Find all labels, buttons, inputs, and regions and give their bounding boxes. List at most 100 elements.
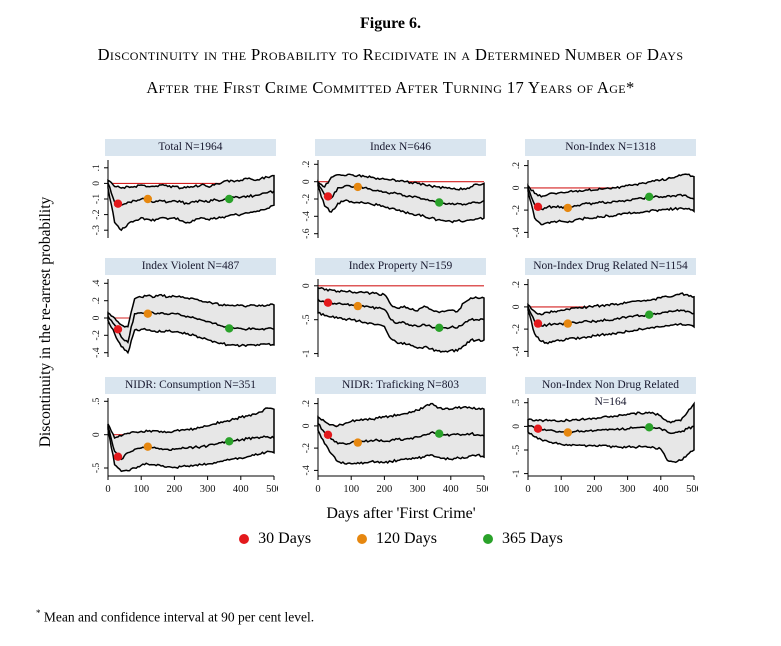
svg-text:300: 300 <box>200 484 216 495</box>
red-dot-icon <box>239 534 250 544</box>
marker-dot-120-days <box>143 309 152 318</box>
svg-text:0: 0 <box>302 179 312 184</box>
mean-line <box>107 183 275 207</box>
panel-plot: .2 0 -.2 -.4 <box>512 160 695 238</box>
svg-text:.1: .1 <box>92 164 102 171</box>
svg-text:0: 0 <box>105 484 110 495</box>
legend-label: 120 Days <box>376 530 437 547</box>
svg-text:-1: -1 <box>302 349 312 357</box>
svg-text:400: 400 <box>653 484 669 495</box>
svg-text:-.4: -.4 <box>512 227 522 238</box>
svg-text:-.2: -.2 <box>512 205 522 216</box>
green-dot-icon <box>482 534 493 544</box>
panel-plot: .20-.2-.40100200300400500 <box>302 398 488 495</box>
marker-dot-120-days <box>563 203 572 213</box>
marker-dot-30-days <box>533 319 543 328</box>
legend: 30 Days 120 Days 365 Days <box>108 530 694 548</box>
svg-text:-.2: -.2 <box>92 330 102 341</box>
svg-text:-.5: -.5 <box>92 463 102 474</box>
legend-label: 30 Days <box>258 530 312 547</box>
marker-dot-30-days <box>323 430 333 439</box>
svg-text:-.4: -.4 <box>512 346 522 357</box>
panel-plot: 0 -.5 -1 <box>302 279 485 358</box>
svg-text:0: 0 <box>512 424 522 429</box>
svg-text:200: 200 <box>587 484 603 495</box>
marker-dot-365-days <box>645 192 654 201</box>
panel-5: Index Property N=159 0 -.5 -1 <box>288 258 488 367</box>
svg-text:0: 0 <box>525 484 530 495</box>
x-ticks: 0 100 200 300 400 500 <box>525 476 698 495</box>
x-axis-label: Days after 'First Crime' <box>326 505 476 522</box>
y-ticks: .2 0 -.2 -.4 <box>302 400 318 476</box>
legend-item-30-days: 30 Days <box>239 530 311 548</box>
y-ticks: .5 0 -.5 <box>92 397 108 473</box>
x-ticks: 0 100 200 300 400 500 <box>105 476 278 495</box>
marker-dot-365-days <box>225 437 234 446</box>
svg-text:.2: .2 <box>512 281 522 288</box>
marker-dot-365-days <box>225 324 234 333</box>
svg-text:0: 0 <box>92 181 102 186</box>
y-ticks: .2 0 -.2 -.4 <box>512 162 528 238</box>
svg-text:0: 0 <box>512 185 522 190</box>
svg-text:-.4: -.4 <box>302 211 312 222</box>
panel-1: Total N=1964 .1 0 -.1 -.2 -.3 <box>78 139 278 248</box>
svg-text:0: 0 <box>302 283 312 288</box>
panel-plot: .1 0 -.1 -.2 -.3 <box>92 160 275 238</box>
marker-dot-365-days <box>435 198 444 207</box>
svg-text:-.2: -.2 <box>92 209 102 220</box>
svg-text:400: 400 <box>233 484 249 495</box>
caption-line-2: After the First Crime Committed After Tu… <box>146 78 635 97</box>
svg-text:-.2: -.2 <box>302 194 312 205</box>
marker-dot-365-days <box>645 423 654 432</box>
mean-line <box>107 311 275 344</box>
svg-text:0: 0 <box>302 423 312 428</box>
svg-text:500: 500 <box>266 484 278 495</box>
panel-2: Index N=646.2 0 -.2 -.4 -.6 <box>288 139 488 248</box>
marker-dot-30-days <box>323 298 333 307</box>
marker-dot-120-days <box>353 438 362 447</box>
svg-text:-.4: -.4 <box>92 347 102 358</box>
panel-title: Total N=1964 <box>105 139 276 156</box>
marker-dot-365-days <box>435 429 444 438</box>
svg-text:-.6: -.6 <box>302 228 312 239</box>
svg-text:-.2: -.2 <box>512 324 522 335</box>
confidence-band <box>317 402 485 465</box>
svg-text:-.5: -.5 <box>512 445 522 456</box>
svg-text:0: 0 <box>315 484 320 495</box>
caption-line-1: Discontinuity in the Probability to Reci… <box>97 45 684 64</box>
mean-line <box>527 187 695 211</box>
marker-dot-365-days <box>645 310 654 319</box>
mean-line <box>527 306 695 328</box>
marker-dot-120-days <box>353 182 362 192</box>
svg-text:300: 300 <box>410 484 426 495</box>
marker-dot-120-days <box>143 194 152 204</box>
confidence-band <box>107 407 275 473</box>
panel-title: Index N=646 <box>315 139 486 156</box>
svg-text:-.3: -.3 <box>92 225 102 236</box>
svg-text:.2: .2 <box>302 400 312 407</box>
svg-text:500: 500 <box>686 484 698 495</box>
panel-plot: .4 .2 0 -.2 -.4 <box>92 279 275 358</box>
y-ticks: 0 -.5 -1 <box>302 283 318 358</box>
panel-title: Non-Index N=1318 <box>525 139 696 156</box>
panel-6: Non-Index Drug Related N=1154.2 0 -.2 -.4 <box>498 258 698 367</box>
confidence-band <box>527 173 695 226</box>
footnote-marker: * <box>36 608 41 618</box>
svg-text:.2: .2 <box>512 162 522 169</box>
legend-item-120-days: 120 Days <box>357 530 437 548</box>
panel-plot: .50-.5-10100200300400500 <box>512 398 698 495</box>
svg-text:-.2: -.2 <box>302 443 312 454</box>
svg-text:100: 100 <box>553 484 569 495</box>
marker-dot-30-days <box>113 199 123 208</box>
marker-dot-365-days <box>225 194 234 204</box>
svg-text:.2: .2 <box>92 297 102 304</box>
svg-text:500: 500 <box>476 484 488 495</box>
marker-dot-120-days <box>353 301 362 311</box>
footnote-text: Mean and confidence interval at 90 per c… <box>43 609 315 625</box>
panel-title: NIDR: Consumption N=351 <box>105 377 276 394</box>
marker-dot-30-days <box>113 452 123 461</box>
confidence-band <box>107 293 275 355</box>
svg-text:0: 0 <box>92 432 102 437</box>
svg-text:200: 200 <box>167 484 183 495</box>
svg-text:.2: .2 <box>302 160 312 167</box>
